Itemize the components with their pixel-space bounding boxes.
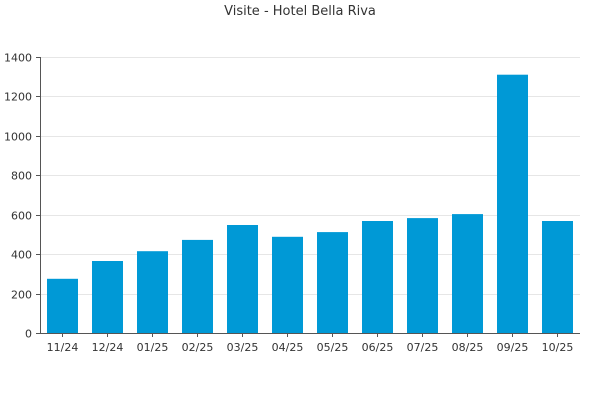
x-tick-label: 07/25 [407, 341, 439, 354]
grid-lines [40, 57, 580, 295]
bar-10-25 [542, 221, 573, 333]
y-tick-label: 400 [11, 249, 32, 262]
bar-03-25 [227, 225, 258, 333]
y-tick-label: 600 [11, 210, 32, 223]
x-tick-label: 08/25 [452, 341, 484, 354]
x-tick-label: 04/25 [272, 341, 304, 354]
y-tick-label: 0 [25, 328, 32, 341]
bar-11-24 [47, 278, 78, 333]
bar-01-25 [137, 251, 168, 333]
x-tick-label: 06/25 [362, 341, 394, 354]
x-tick-labels: 11/24 12/24 01/25 02/25 03/25 04/25 05/25 06/25… [47, 341, 574, 354]
chart-title: Visite - Hotel Bella Riva [224, 4, 376, 19]
x-tick-label: 05/25 [317, 341, 349, 354]
bar-08-25 [452, 214, 483, 333]
bar-06-25 [362, 221, 393, 333]
bar-12-24 [92, 261, 123, 333]
bar-04-25 [272, 236, 303, 333]
y-tick-label: 200 [11, 289, 32, 302]
x-tick-label: 02/25 [182, 341, 214, 354]
x-tick-label: 11/24 [47, 341, 79, 354]
x-tick-label: 01/25 [137, 341, 169, 354]
y-tick-label: 800 [11, 170, 32, 183]
axes [36, 57, 580, 337]
x-tick-label: 03/25 [227, 341, 259, 354]
y-tick-label: 1000 [4, 131, 32, 144]
bar-02-25 [182, 239, 213, 333]
x-tick-label: 12/24 [92, 341, 124, 354]
y-tick-labels: 0 200 400 600 800 1000 1200 1400 [4, 52, 32, 341]
bars [47, 74, 573, 333]
bar-05-25 [317, 232, 348, 333]
bar-07-25 [407, 218, 438, 333]
x-tick-label: 10/25 [542, 341, 574, 354]
y-tick-label: 1200 [4, 91, 32, 104]
bar-09-25 [497, 74, 528, 333]
y-tick-label: 1400 [4, 52, 32, 65]
x-tick-label: 09/25 [497, 341, 529, 354]
